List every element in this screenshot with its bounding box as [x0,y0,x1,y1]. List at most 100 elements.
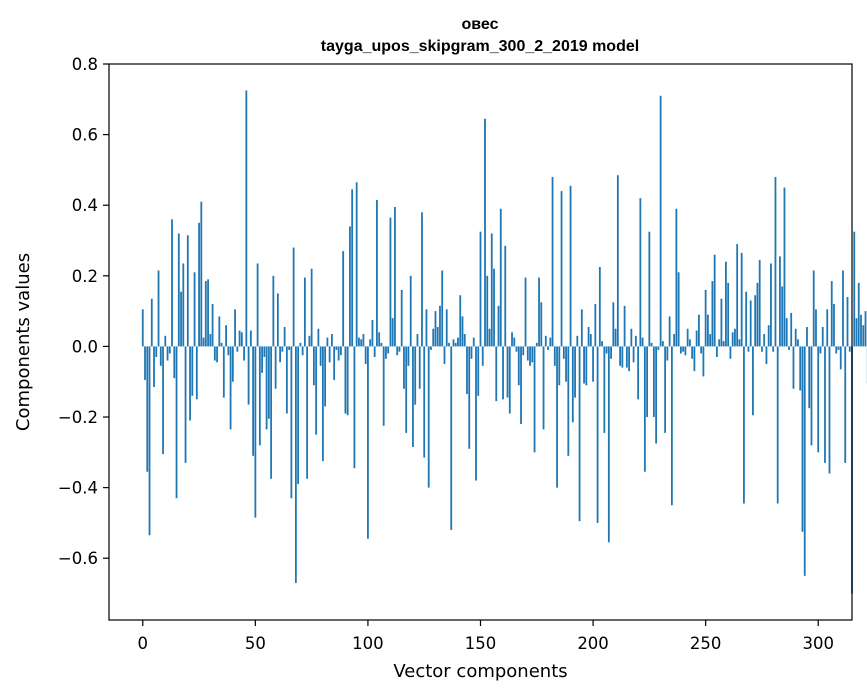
bar [756,282,759,347]
bar [207,279,209,347]
bar [855,318,858,347]
x-axis-ticks: 0 50 100 150 200 250 300 [138,620,834,653]
bar [788,346,790,350]
bar [310,268,313,347]
bar [853,231,856,347]
bar [803,346,806,576]
bar [274,346,277,389]
y-tick-label: 0.4 [72,196,98,215]
bar [839,346,842,370]
bar [148,346,151,536]
bar [301,346,304,356]
bar [319,346,322,366]
bar [533,346,536,453]
bar [797,339,799,347]
bar [353,346,356,469]
bar [513,337,516,347]
bar [754,295,757,347]
bar [150,298,153,347]
bar [531,346,534,363]
bar [472,337,475,347]
bar [191,346,194,396]
bar [263,346,266,357]
bar [216,346,218,363]
bar [340,346,342,356]
bar [385,346,387,359]
bar [389,217,392,347]
chart-subtitle: tayga_upos_skipgram_300_2_2019 model [321,38,639,55]
bar [661,341,664,347]
x-tick-label: 300 [802,634,834,653]
bar [558,346,561,386]
bar [556,346,558,488]
bar [520,346,522,425]
bar [141,309,144,347]
bar [542,346,545,430]
y-axis-ticks: −0.6 −0.4 −0.2 0.0 0.2 0.4 0.6 0.8 [58,55,109,568]
bar [578,346,581,522]
bar [344,346,347,414]
bar [459,295,462,347]
bar [779,256,781,347]
bar [725,261,727,347]
bar [405,346,408,433]
bar [234,309,236,347]
bar [785,318,788,347]
bar [860,314,862,347]
bar [765,346,768,365]
bar [596,346,599,523]
bar [551,176,554,347]
bar [391,318,394,347]
bar [763,334,766,347]
bar [231,346,234,382]
bar [403,346,405,389]
bar [801,346,804,532]
bar [454,342,457,347]
bar [864,311,867,347]
bar [463,334,466,347]
bar [430,346,432,350]
bar [382,346,385,426]
bar [159,346,162,366]
bar [862,325,865,347]
bar [238,330,241,347]
bar [265,346,268,430]
bar [736,244,739,347]
bar [738,339,741,347]
bar [409,275,412,347]
bar [502,346,504,400]
bar [815,309,817,347]
bar [808,346,811,409]
bar [416,334,419,347]
bar [294,346,297,583]
bar [844,346,847,463]
bar [576,335,579,347]
bar [240,332,243,347]
bar [457,337,459,347]
bar [634,335,637,347]
bar [632,346,635,363]
bar [673,334,676,347]
bar [144,346,146,380]
bar [247,346,250,405]
bar [252,346,254,456]
bar [574,346,576,398]
bar [364,346,367,365]
bar [335,346,338,350]
bar [358,337,360,347]
bar [792,346,795,389]
bar [434,311,437,347]
bar [686,328,689,347]
bar [648,231,651,347]
bar [538,277,540,347]
bar [315,346,318,435]
bar [398,346,401,352]
bar [493,268,495,347]
bar [281,346,284,352]
bar [414,346,417,405]
bar [211,304,214,347]
bar [655,346,658,444]
bar [407,346,410,366]
bar [560,191,563,347]
bar [173,346,176,379]
